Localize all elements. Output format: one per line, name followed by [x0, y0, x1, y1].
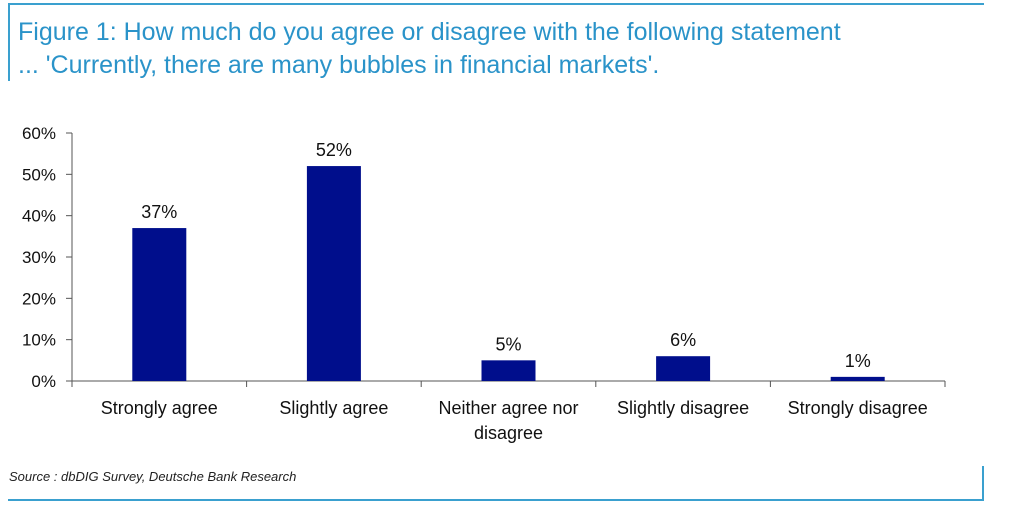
- x-category-label: Slightly agree: [279, 398, 388, 418]
- y-tick-label: 30%: [22, 248, 56, 267]
- title-line-2: ... 'Currently, there are many bubbles i…: [18, 51, 660, 79]
- y-tick-label: 0%: [31, 372, 56, 391]
- bar: [481, 360, 536, 381]
- title-line-1: Figure 1: How much do you agree or disag…: [18, 18, 841, 46]
- bar: [830, 376, 885, 381]
- y-tick-label: 20%: [22, 289, 56, 308]
- x-category-label: disagree: [474, 423, 543, 443]
- source-note: Source : dbDIG Survey, Deutsche Bank Res…: [9, 469, 297, 484]
- left-border-rule: [8, 3, 10, 81]
- x-category-label: Neither agree nor: [438, 398, 578, 418]
- y-tick-label: 10%: [22, 331, 56, 350]
- data-label: 37%: [141, 202, 177, 222]
- top-border-rule: [8, 3, 984, 5]
- x-category-label: Slightly disagree: [617, 398, 749, 418]
- bar: [132, 228, 187, 381]
- data-label: 52%: [316, 140, 352, 160]
- data-label: 6%: [670, 330, 696, 350]
- data-label: 1%: [845, 351, 871, 371]
- data-label: 5%: [495, 334, 521, 354]
- figure-title: Figure 1: How much do you agree or disag…: [18, 16, 978, 82]
- bottom-border-rule: [8, 499, 984, 501]
- bar: [656, 356, 711, 381]
- right-border-rule: [982, 466, 984, 501]
- bar: [306, 166, 361, 381]
- y-tick-label: 60%: [22, 124, 56, 143]
- x-category-label: Strongly disagree: [788, 398, 928, 418]
- y-tick-label: 40%: [22, 207, 56, 226]
- y-tick-label: 50%: [22, 165, 56, 184]
- x-category-label: Strongly agree: [101, 398, 218, 418]
